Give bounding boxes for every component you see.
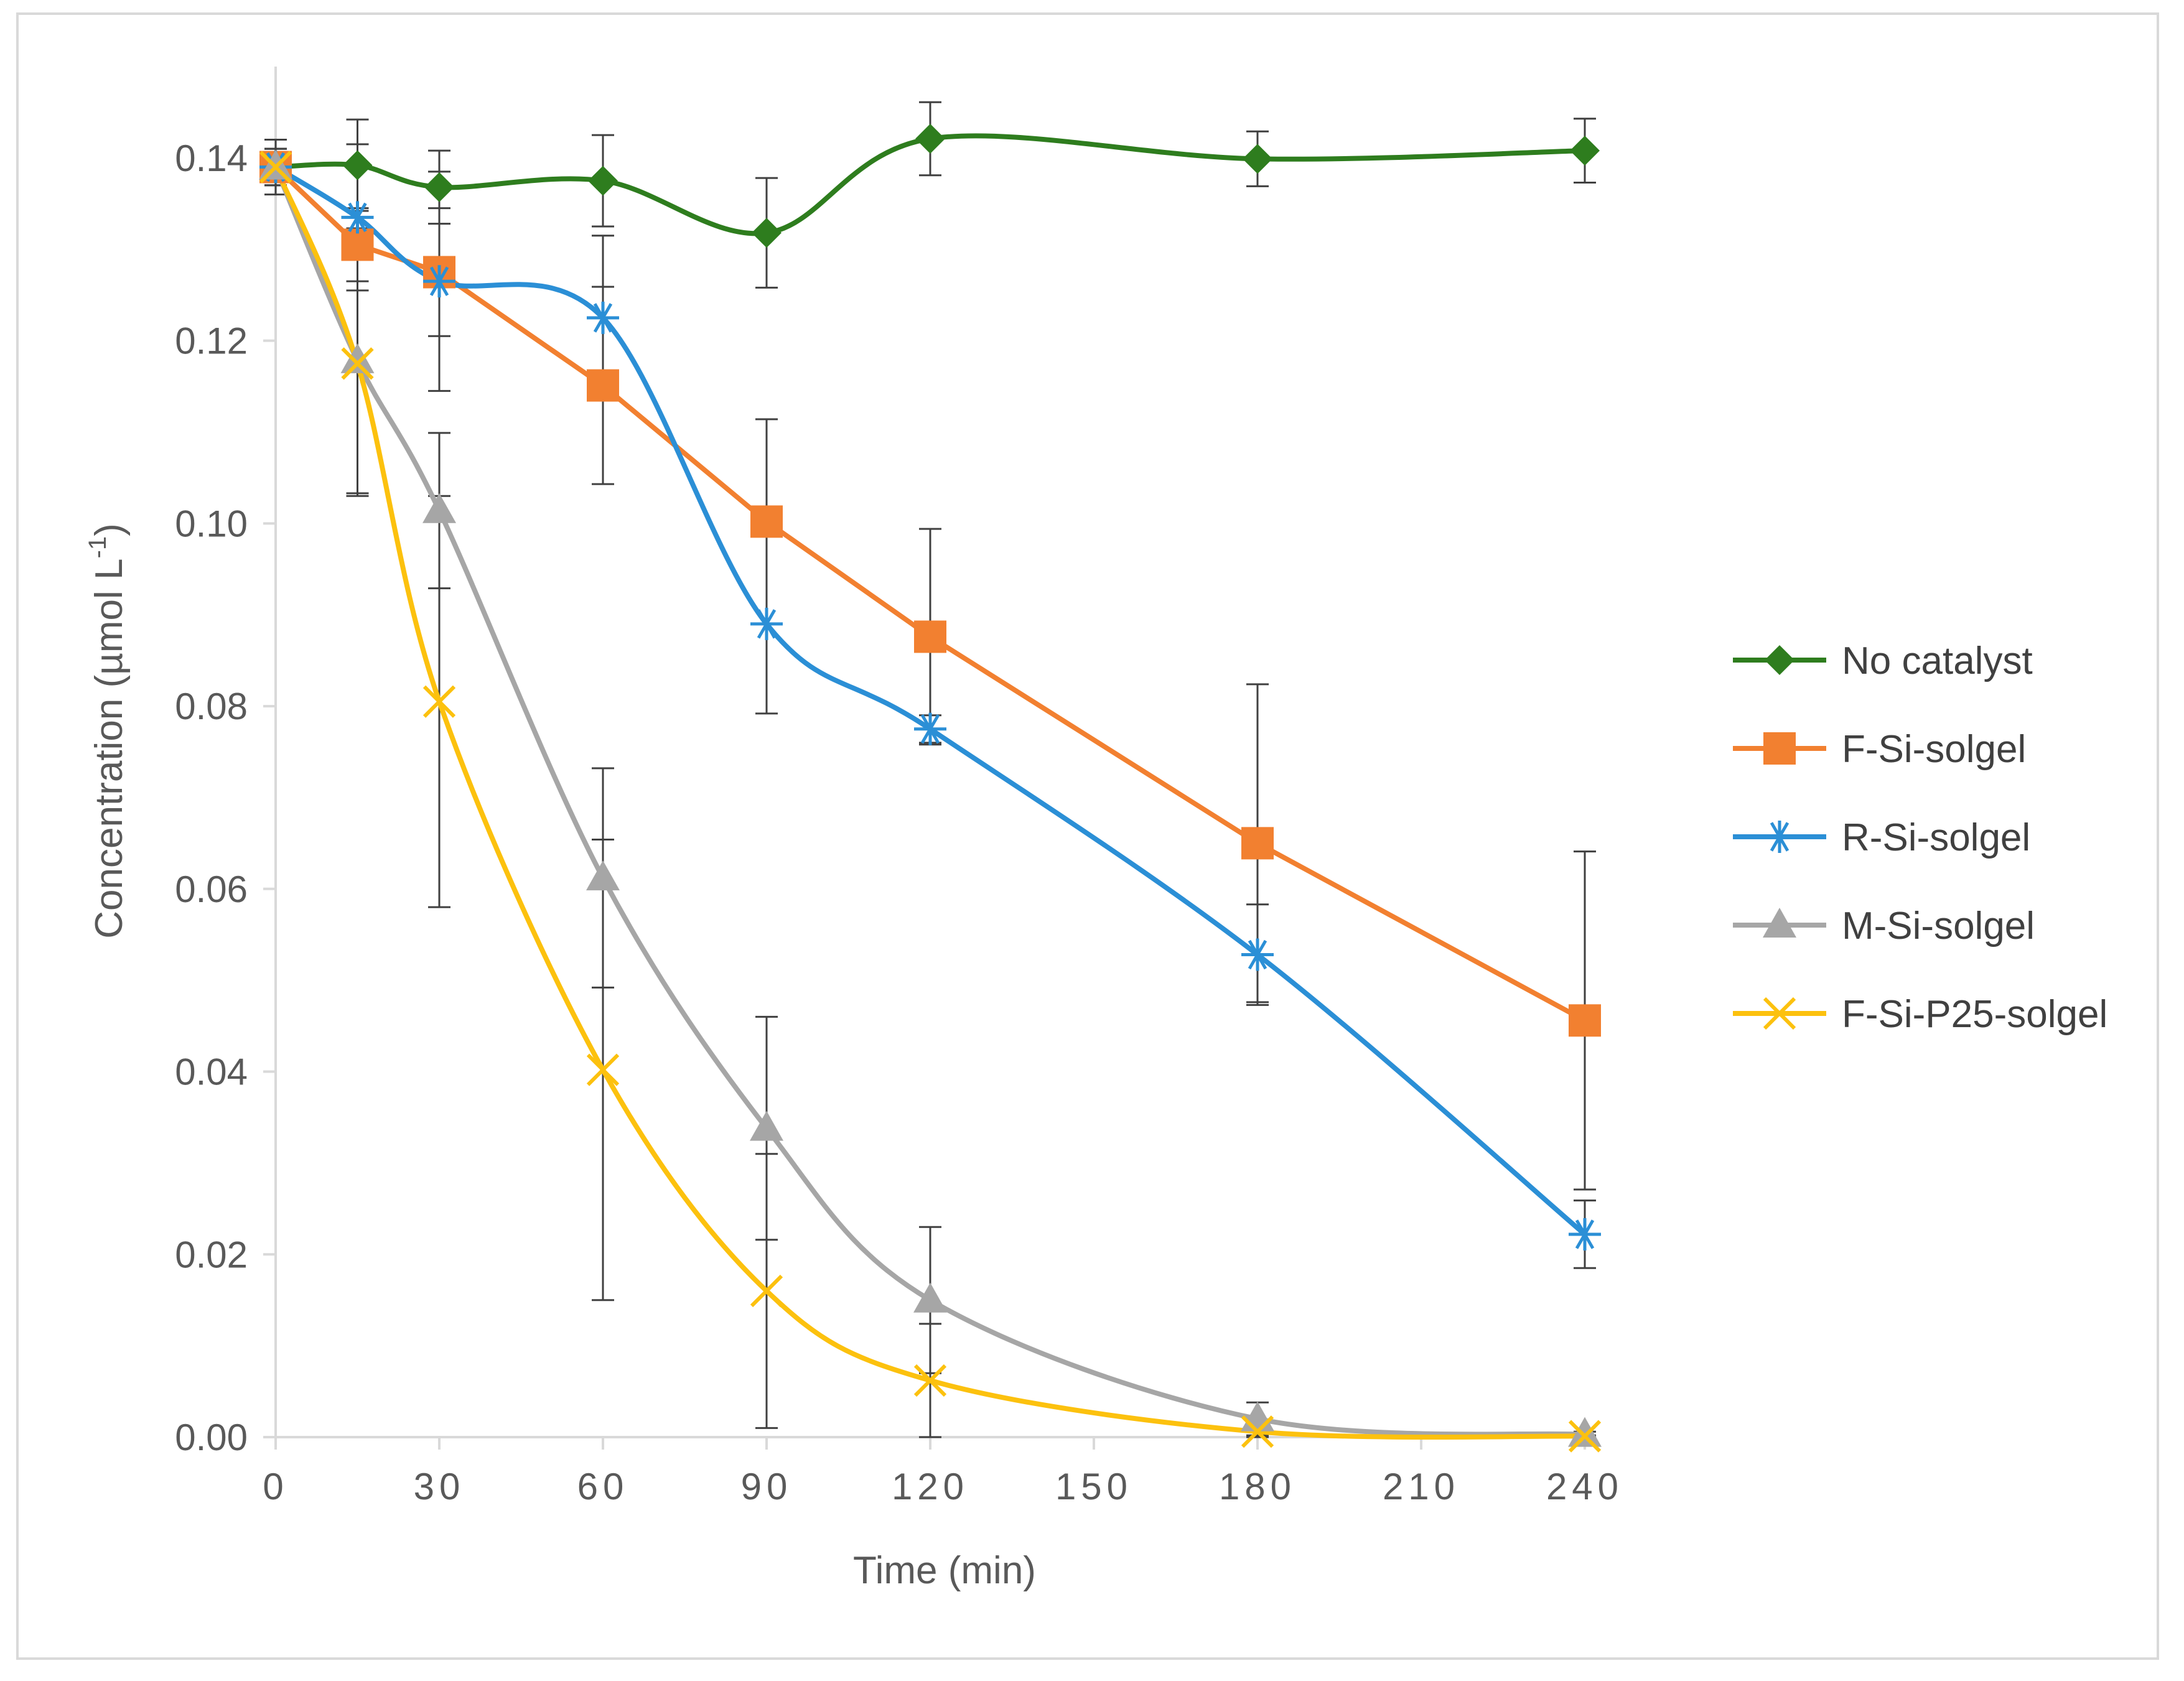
legend-label: R-Si-solgel: [1842, 816, 2030, 859]
data-point-r-si-solgel: [1241, 938, 1274, 971]
data-point-no-catalyst: [915, 124, 945, 154]
legend-label: M-Si-solgel: [1842, 905, 2035, 948]
data-point-no-catalyst: [424, 172, 454, 202]
legend-item-m-si-solgel: M-Si-solgel: [1733, 905, 2035, 948]
legend-marker: [1763, 908, 1796, 938]
y-tick-label: 0.10: [175, 503, 248, 544]
series-line-m-si-solgel: [273, 164, 1587, 1437]
legend-item-f-si-p25-solgel: F-Si-P25-solgel: [1733, 993, 2107, 1036]
data-point-f-si-solgel: [750, 505, 783, 538]
y-axis-title: Concentration (µmol L-1): [84, 523, 131, 938]
y-tick-label: 0.14: [175, 137, 248, 179]
data-point-no-catalyst: [342, 150, 373, 180]
data-point-f-si-solgel: [914, 620, 946, 653]
series-markers: [259, 124, 1602, 1453]
data-point-m-si-solgel: [1568, 1417, 1602, 1447]
data-point-m-si-solgel: [422, 493, 456, 523]
x-tick-label: 90: [741, 1466, 793, 1507]
y-tick-label: 0.12: [175, 320, 248, 362]
data-point-no-catalyst: [588, 165, 618, 196]
data-point-r-si-solgel: [341, 201, 374, 234]
x-tick-label: 30: [414, 1466, 465, 1507]
x-tick-label: 60: [577, 1466, 629, 1507]
x-tick-label: 240: [1546, 1466, 1623, 1507]
data-point-r-si-solgel: [423, 265, 455, 298]
legend-marker: [1763, 821, 1796, 853]
legend-label: No catalyst: [1842, 640, 2033, 682]
data-point-f-si-solgel: [1241, 827, 1274, 860]
legend-item-f-si-solgel: F-Si-solgel: [1733, 728, 2026, 771]
data-point-f-si-p25-solgel: [913, 1364, 947, 1397]
y-tick-label: 0.00: [175, 1417, 248, 1458]
data-point-m-si-solgel: [340, 343, 375, 373]
data-point-f-si-p25-solgel: [422, 685, 456, 718]
data-point-f-si-p25-solgel: [259, 151, 292, 184]
data-point-no-catalyst: [752, 218, 782, 248]
x-axis-title: Time (min): [853, 1549, 1036, 1592]
legend-item-no-catalyst: No catalyst: [1733, 640, 2033, 682]
y-tick-label: 0.06: [175, 868, 248, 910]
data-point-f-si-p25-solgel: [586, 1053, 620, 1086]
data-point-f-si-p25-solgel: [1568, 1420, 1602, 1453]
x-tick-label: 0: [263, 1466, 288, 1507]
data-point-r-si-solgel: [1569, 1218, 1601, 1250]
legend-marker: [1765, 645, 1794, 675]
data-point-m-si-solgel: [586, 860, 620, 891]
y-tick-label: 0.02: [175, 1234, 248, 1275]
data-point-r-si-solgel: [914, 712, 946, 745]
x-tick-label: 150: [1055, 1466, 1132, 1507]
x-tick-label: 210: [1383, 1466, 1460, 1507]
data-point-r-si-solgel: [587, 301, 619, 334]
legend-label: F-Si-solgel: [1842, 728, 2026, 771]
data-point-no-catalyst: [1570, 136, 1600, 166]
y-tick-label: 0.04: [175, 1051, 248, 1093]
data-point-f-si-p25-solgel: [1241, 1415, 1274, 1448]
legend-item-r-si-solgel: R-Si-solgel: [1733, 816, 2030, 859]
chart-frame: [16, 12, 2159, 1660]
data-point-m-si-solgel: [913, 1282, 947, 1313]
data-point-m-si-solgel: [750, 1111, 783, 1141]
data-point-f-si-solgel: [1569, 1004, 1601, 1037]
series-line-f-si-p25-solgel: [273, 164, 1587, 1440]
data-point-r-si-solgel: [750, 607, 783, 640]
data-point-f-si-solgel: [587, 369, 619, 402]
data-point-f-si-p25-solgel: [750, 1274, 783, 1308]
x-tick-label: 120: [892, 1466, 969, 1507]
series-lines: [273, 133, 1587, 1440]
data-point-f-si-p25-solgel: [341, 347, 374, 380]
legend-label: F-Si-P25-solgel: [1842, 993, 2107, 1036]
data-point-f-si-solgel: [341, 228, 374, 261]
tick-labels: 0.00 0.02 0.04 0.06 0.08 0.10 0.12 0.14 0 30 60 90 1…: [175, 137, 1623, 1507]
y-tick-label: 0.08: [175, 686, 248, 727]
legend: No catalyst F-Si-solgel R-Si-solgel M-Si-so…: [1733, 640, 2107, 1036]
legend-marker: [1763, 997, 1796, 1030]
x-tick-label: 180: [1219, 1466, 1296, 1507]
legend-marker: [1763, 732, 1796, 765]
data-point-no-catalyst: [1243, 144, 1272, 174]
